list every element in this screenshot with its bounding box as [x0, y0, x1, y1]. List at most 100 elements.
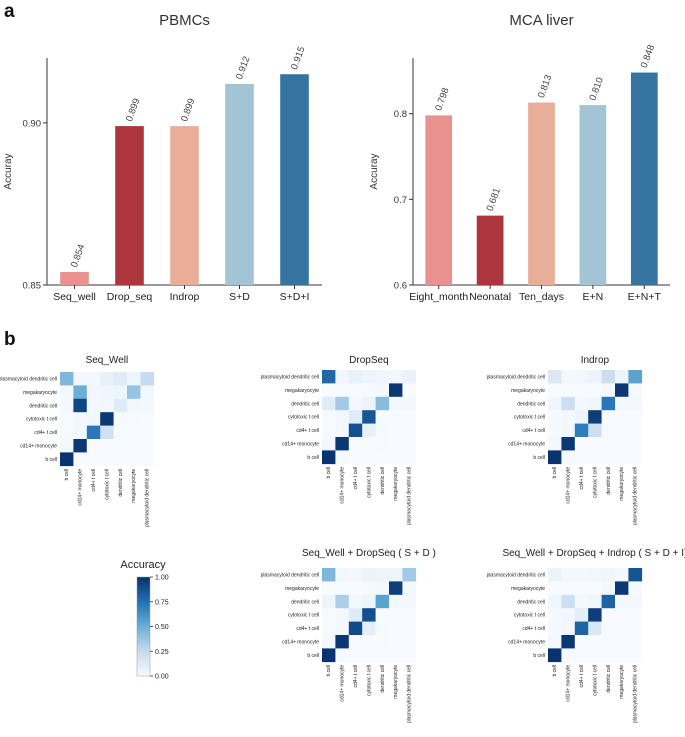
- heatmap-cell: [322, 621, 336, 636]
- row-label: cd14+ monocyte: [508, 640, 545, 646]
- heatmap-cell: [548, 594, 562, 609]
- heatmap-cell: [322, 370, 336, 384]
- heatmap-cell: [73, 452, 88, 467]
- heatmap-cell: [402, 648, 417, 663]
- heatmap-panel: Seq_Well + DropSeq + Indrop ( S + D + I)…: [487, 548, 685, 723]
- heatmap-cell: [86, 452, 101, 467]
- heatmap-cell: [601, 648, 616, 663]
- row-label: plasmacytoid dendritic cell: [261, 375, 319, 381]
- heatmap-cell: [574, 396, 589, 411]
- heatmap-cell: [548, 383, 562, 398]
- heatmap-cell: [588, 396, 602, 411]
- heatmap-cell: [322, 648, 336, 663]
- row-label: cd4+ t cell: [522, 626, 545, 632]
- x-tick-label: Ten_days: [519, 291, 564, 303]
- y-tick-label: 0.85: [23, 281, 42, 292]
- heatmap-cell: [402, 635, 417, 649]
- heatmap-cell: [113, 425, 128, 440]
- heatmap-cell: [588, 437, 602, 451]
- heatmap-cell: [335, 581, 350, 596]
- data-label: 0.915: [289, 45, 307, 71]
- heatmap-cell: [335, 635, 350, 649]
- heatmap-cell: [389, 608, 403, 622]
- heatmap-cell: [73, 412, 88, 426]
- heatmap-cell: [615, 437, 629, 451]
- heatmap-cell: [362, 608, 376, 622]
- col-label: megakaryocyte: [393, 665, 399, 699]
- col-label: cd4+ t cell: [579, 467, 585, 490]
- col-label: dendritic cell: [606, 665, 612, 693]
- heatmap-cell: [588, 621, 602, 636]
- heatmap-cell: [127, 425, 141, 440]
- heatmap-cell: [73, 398, 88, 413]
- col-label: plasmacytoid dendritic cell: [633, 467, 639, 525]
- heatmap-cell: [601, 621, 616, 636]
- heatmap-cell: [100, 425, 114, 440]
- x-tick-label: Indrop: [170, 291, 200, 303]
- heatmap-cell: [389, 648, 403, 663]
- colorbar-tick-label: 0.50: [155, 624, 169, 631]
- heatmap-cell: [375, 437, 390, 451]
- heatmap-cell: [574, 450, 589, 465]
- col-label: megakaryocyte: [619, 467, 625, 501]
- heatmap-title: Seq_Well + DropSeq ( S + D ): [302, 548, 436, 559]
- heatmap-cell: [100, 398, 114, 413]
- heatmap-cell: [615, 608, 629, 622]
- heatmap-cell: [389, 568, 403, 582]
- col-label: megakaryocyte: [393, 467, 399, 501]
- col-label: cd14+ monocyte: [566, 467, 572, 504]
- data-label: 0.810: [587, 76, 605, 102]
- heatmap-cell: [548, 410, 562, 424]
- col-label: dendritic cell: [380, 467, 386, 495]
- col-label: cytotoxic t cell: [104, 469, 110, 500]
- heatmap-cell: [348, 581, 363, 596]
- heatmap-panel: DropSeq plasmacytoid dendritic cell megaka…: [261, 355, 417, 525]
- row-label: cd14+ monocyte: [282, 640, 319, 646]
- heatmap-cell: [601, 423, 616, 438]
- heatmap-cell: [362, 581, 376, 596]
- row-label: plasmacytoid dendritic cell: [261, 573, 319, 579]
- heatmap-cell: [335, 423, 350, 438]
- heatmap-cell: [574, 437, 589, 451]
- heatmap-cell: [322, 635, 336, 649]
- heatmap-cell: [561, 423, 576, 438]
- data-label: 0.912: [234, 55, 252, 81]
- col-label: plasmacytoid dendritic cell: [145, 469, 151, 527]
- heatmap-cell: [615, 581, 629, 596]
- col-label: cytotoxic t cell: [592, 665, 598, 696]
- heatmap-cell: [389, 410, 403, 424]
- heatmap-cell: [628, 437, 643, 451]
- heatmap-cell: [561, 608, 576, 622]
- heatmap-cell: [113, 372, 128, 386]
- bar: [280, 74, 309, 285]
- heatmap-cell: [615, 383, 629, 398]
- heatmap-cell: [322, 423, 336, 438]
- row-label: cd4+ t cell: [522, 428, 545, 434]
- bar: [425, 115, 453, 285]
- row-label: b cell: [533, 455, 545, 461]
- heatmap-cell: [362, 410, 376, 424]
- data-label: 0.681: [485, 187, 503, 213]
- x-tick-label: S+D: [229, 291, 250, 303]
- heatmap-cell: [362, 370, 376, 384]
- heatmap-cell: [362, 635, 376, 649]
- heatmap-cell: [615, 621, 629, 636]
- heatmap-cell: [127, 385, 141, 400]
- heatmap-cell: [73, 425, 88, 440]
- heatmap-cell: [601, 383, 616, 398]
- col-label: dendritic cell: [118, 469, 124, 497]
- row-label: cytotoxic t cell: [514, 415, 545, 421]
- heatmap-cell: [140, 452, 155, 467]
- heatmap-cell: [375, 450, 390, 465]
- heatmap-cell: [588, 423, 602, 438]
- heatmap-cell: [574, 568, 589, 582]
- heatmap-cell: [574, 383, 589, 398]
- heatmap-cell: [322, 396, 336, 411]
- heatmap-title: Seq_Well + DropSeq + Indrop ( S + D + I): [502, 548, 685, 559]
- heatmap-cell: [628, 581, 643, 596]
- y-axis-label: Accuray: [369, 153, 380, 189]
- heatmap-cell: [628, 568, 643, 582]
- heatmap-cell: [548, 635, 562, 649]
- heatmap-grid: Seq_Well plasmacytoid dendritic cell megak…: [0, 355, 685, 723]
- heatmap-cell: [628, 383, 643, 398]
